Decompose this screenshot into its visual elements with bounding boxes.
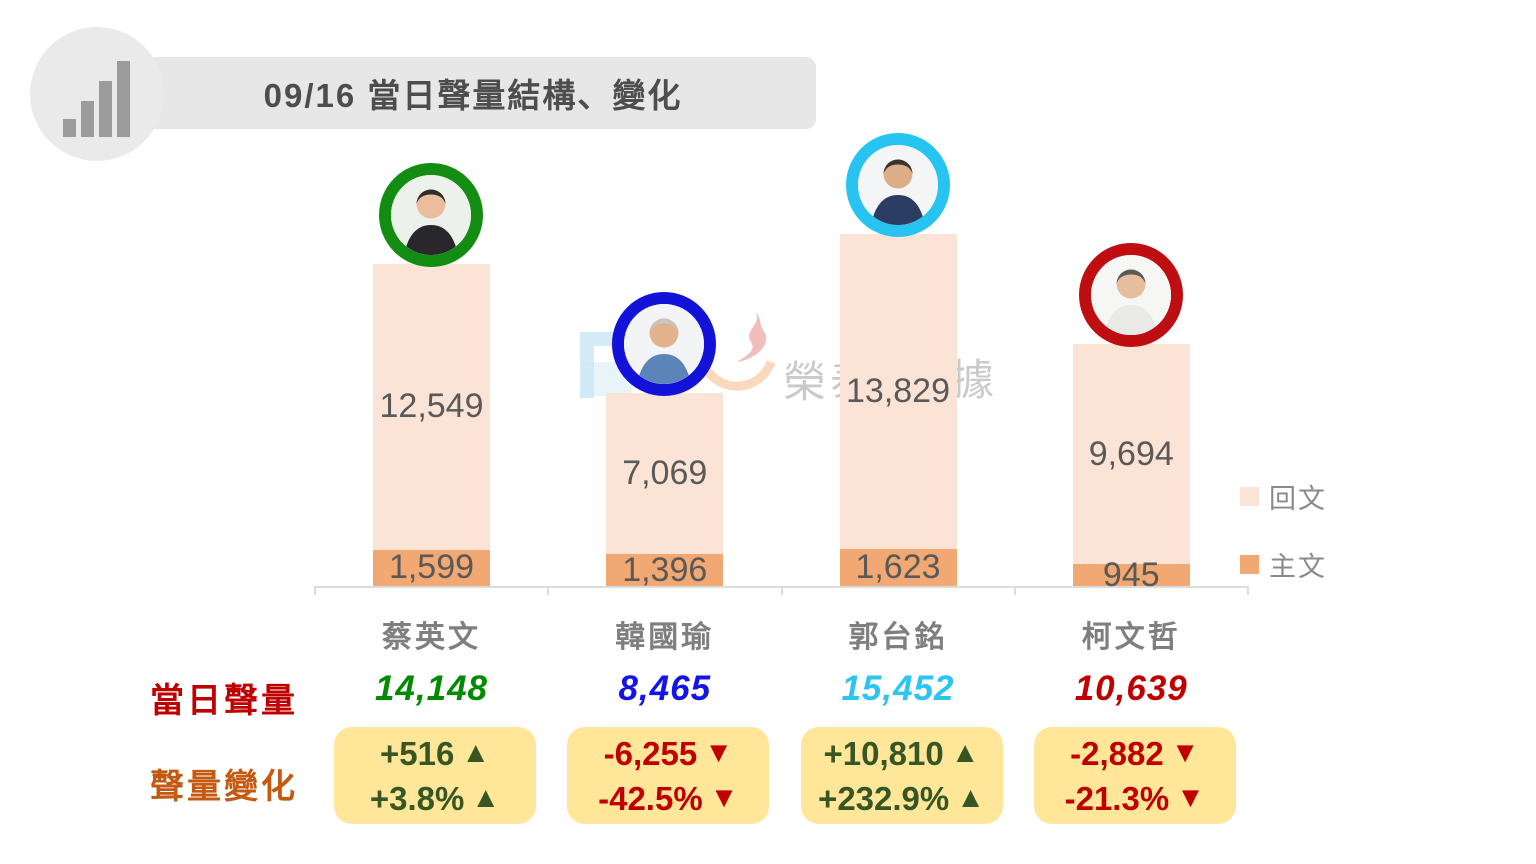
bar-value-reply: 7,069 <box>622 454 708 493</box>
change-percent-value: -42.5% <box>598 779 703 817</box>
person-icon <box>391 174 471 255</box>
bar-segment-reply: 12,549 <box>373 263 490 550</box>
legend-swatch-main <box>1240 555 1259 574</box>
daily-volume-value: 10,639 <box>1074 669 1188 708</box>
bar-stack: 13,829 1,623 <box>839 234 957 587</box>
axis-tick <box>1247 586 1249 595</box>
bar-value-reply: 9,694 <box>1088 434 1174 473</box>
candidate-avatar <box>379 162 483 267</box>
bar-value-reply: 12,549 <box>379 387 484 426</box>
change-absolute: -6,255 ▼ <box>604 731 733 776</box>
candidate-name: 柯文哲 <box>1081 621 1181 654</box>
bar-value-main: 1,599 <box>388 548 475 587</box>
candidate-column: 7,069 1,396 韓國瑜 8,465 -6,255 ▼ -42.5% ▼ <box>548 0 781 864</box>
bar-segment-main: 1,396 <box>606 551 724 589</box>
trend-arrow-icon: ▼ <box>704 736 733 769</box>
change-box: +516 ▲ +3.8% ▲ <box>334 727 536 824</box>
bar-segment-reply: 13,829 <box>839 234 957 550</box>
row-label-daily-volume: 當日聲量 <box>150 682 298 720</box>
bar-value-reply: 13,829 <box>846 372 950 411</box>
candidate-column: 13,829 1,623 郭台銘 15,452 +10,810 ▲ +232.9%… <box>782 0 1015 864</box>
change-percent: +232.9% ▲ <box>818 776 985 821</box>
trend-arrow-icon: ▼ <box>1170 736 1200 769</box>
row-label-volume-change: 聲量變化 <box>150 768 298 806</box>
bar-value-main: 945 <box>1102 555 1160 594</box>
bar-stack: 9,694 945 <box>1072 343 1190 594</box>
candidate-avatar <box>1078 242 1183 347</box>
axis-tick <box>780 586 783 595</box>
bar-stack: 12,549 1,599 <box>373 263 490 587</box>
daily-volume-value: 8,465 <box>618 669 712 708</box>
candidate-name: 蔡英文 <box>382 621 481 654</box>
change-percent-value: -21.3% <box>1064 779 1170 817</box>
trend-arrow-icon: ▼ <box>709 781 739 814</box>
bar-stack: 7,069 1,396 <box>606 393 724 589</box>
change-box: -2,882 ▼ -21.3% ▼ <box>1033 727 1236 824</box>
candidate-avatar <box>612 292 717 397</box>
bar-segment-reply: 9,694 <box>1072 343 1190 565</box>
bar-segment-main: 1,599 <box>373 548 490 587</box>
change-percent: -42.5% ▼ <box>598 776 738 821</box>
change-absolute-value: -2,882 <box>1070 734 1164 772</box>
change-percent: +3.8% ▲ <box>370 776 500 821</box>
legend-swatch-reply <box>1240 487 1259 506</box>
change-absolute: +10,810 ▲ <box>824 731 980 776</box>
change-absolute: +516 ▲ <box>380 731 490 776</box>
change-absolute-value: +10,810 <box>823 734 944 772</box>
title-banner: 09/16 當日聲量結構、變化 <box>130 57 816 129</box>
candidate-column: 9,694 945 柯文哲 10,639 -2,882 ▼ -21.3% ▼ <box>1015 0 1248 864</box>
watermark-text-right: 據 <box>951 357 998 405</box>
legend-label-reply: 回文 <box>1269 484 1327 514</box>
bar-segment-reply: 7,069 <box>606 393 724 555</box>
trend-arrow-icon: ▲ <box>950 736 980 769</box>
change-absolute-value: +516 <box>379 734 455 772</box>
candidate-name: 韓國瑜 <box>615 621 715 654</box>
change-percent: -21.3% ▼ <box>1065 776 1205 821</box>
axis-tick <box>547 586 550 595</box>
daily-volume-value: 15,452 <box>841 669 955 708</box>
daily-volume-value: 14,148 <box>374 669 489 708</box>
header-icon-badge <box>30 27 164 161</box>
bar-value-main: 1,396 <box>622 550 708 589</box>
trend-arrow-icon: ▲ <box>956 781 985 814</box>
legend-item-reply: 回文 <box>1240 477 1327 516</box>
page-title: 09/16 當日聲量結構、變化 <box>263 77 683 114</box>
bar-chart-icon <box>63 61 130 137</box>
legend: 回文 主文 <box>1240 477 1327 613</box>
trend-arrow-icon: ▲ <box>461 736 491 769</box>
trend-arrow-icon: ▼ <box>1176 781 1205 814</box>
person-icon <box>1090 254 1171 335</box>
person-icon <box>624 304 705 385</box>
change-box: -6,255 ▼ -42.5% ▼ <box>567 727 770 824</box>
candidate-name: 郭台銘 <box>848 621 948 654</box>
person-icon <box>857 145 938 226</box>
bar-segment-main: 1,623 <box>839 548 957 587</box>
trend-arrow-icon: ▲ <box>471 781 501 814</box>
bar-value-main: 1,623 <box>855 548 941 587</box>
change-absolute-value: -6,255 <box>603 734 698 772</box>
candidate-column: 12,549 1,599 蔡英文 14,148 +516 ▲ +3.8% ▲ <box>315 0 548 864</box>
candidate-avatar <box>845 133 950 238</box>
change-box: +10,810 ▲ +232.9% ▲ <box>800 727 1003 824</box>
legend-label-main: 主文 <box>1269 552 1327 582</box>
legend-item-main: 主文 <box>1240 545 1327 584</box>
axis-tick <box>314 586 316 595</box>
change-percent-value: +232.9% <box>818 779 950 817</box>
change-percent-value: +3.8% <box>369 779 465 817</box>
axis-tick <box>1013 586 1016 595</box>
change-absolute: -2,882 ▼ <box>1070 731 1199 776</box>
bar-segment-main: 945 <box>1072 556 1190 594</box>
